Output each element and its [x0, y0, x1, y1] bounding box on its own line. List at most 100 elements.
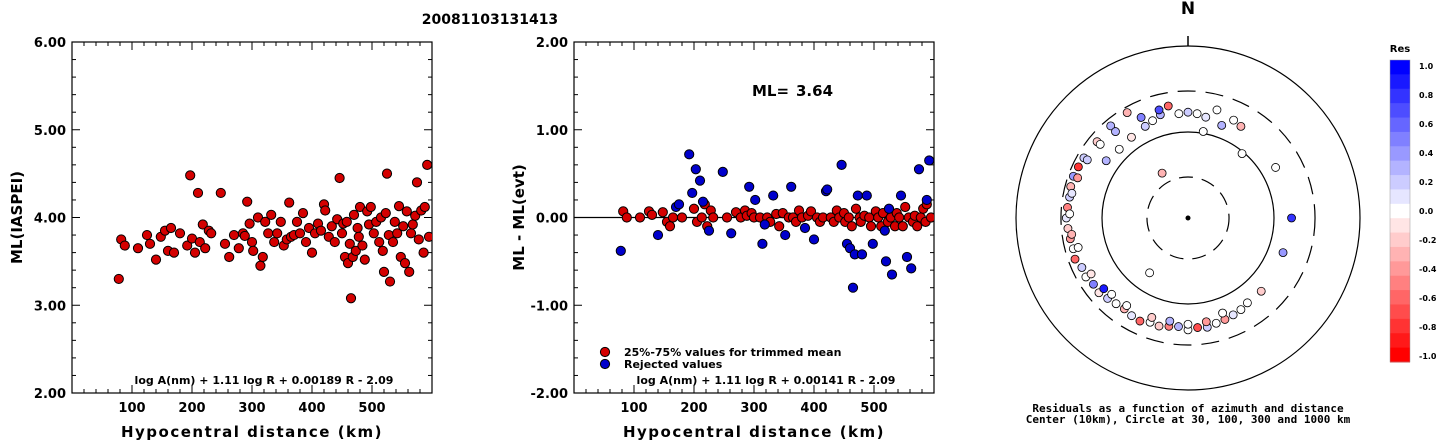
data-point	[688, 203, 700, 214]
colorbar-cell	[1390, 175, 1410, 190]
colorbar-cell	[1390, 232, 1410, 248]
data-point	[401, 206, 412, 217]
data-point	[861, 190, 872, 201]
data-point	[852, 190, 863, 201]
station-point	[1163, 101, 1173, 111]
data-point	[368, 228, 379, 239]
polar-caption-1: Residuals as a function of azimuth and d…	[1032, 402, 1344, 415]
station-point	[1192, 109, 1202, 119]
colorbar-cell	[1390, 318, 1410, 334]
colorbar-title: Res	[1390, 44, 1410, 55]
data-point	[895, 190, 907, 201]
y-axis-label: ML - ML(evt)	[510, 164, 528, 270]
ml-value: 3.64	[796, 82, 833, 100]
colorbar-cell	[1390, 275, 1410, 291]
station-point	[1201, 317, 1211, 327]
data-point	[696, 212, 707, 223]
data-point	[374, 236, 385, 248]
station-point	[1198, 127, 1208, 136]
data-point	[113, 273, 124, 285]
data-point	[418, 247, 429, 258]
x-tick-label: 100	[620, 401, 647, 416]
data-point	[621, 212, 632, 223]
station-point	[1183, 319, 1193, 329]
station-point	[1073, 243, 1083, 252]
scatter-panel-1: 2.00 3.00 4.00 5.00 6.00 100 200 300 400 500 Hypoc…	[8, 36, 433, 441]
data-point	[703, 225, 715, 236]
y-tick-label: 2.00	[34, 387, 66, 402]
data-point	[350, 245, 361, 256]
y-tick-label: 2.00	[536, 36, 568, 51]
station-point	[1077, 263, 1087, 272]
station-point	[1106, 121, 1116, 131]
station-point	[1122, 108, 1132, 118]
data-point	[676, 212, 688, 223]
data-point	[867, 238, 878, 249]
data-point	[344, 238, 355, 249]
data-point	[348, 209, 360, 220]
ring-300km	[1060, 90, 1316, 346]
station-point	[1067, 188, 1077, 198]
data-point	[378, 266, 390, 278]
y-tick-label: 0.00	[536, 212, 568, 227]
data-point	[799, 222, 811, 234]
x-axis-label: Hypocentral distance (km)	[623, 423, 885, 441]
x-tick-label: 400	[298, 401, 325, 416]
station-point	[1212, 105, 1222, 115]
ring-100km	[1101, 131, 1275, 305]
station-point	[1236, 305, 1246, 315]
points-group	[113, 159, 432, 304]
station-point	[1099, 284, 1109, 294]
colorbar-cell	[1390, 203, 1410, 219]
points-group	[615, 149, 934, 293]
station-point	[1287, 213, 1296, 223]
station-point	[1135, 316, 1145, 326]
colorbar-tick-label: -1.0	[1419, 352, 1437, 361]
data-point	[242, 196, 253, 207]
data-point	[900, 201, 911, 213]
station-point	[1193, 323, 1202, 332]
data-point	[808, 234, 820, 245]
colorbar: Res 1.0 0.8 0.6 0.4 0.2 0.0 -0.2 -0.4 -0.6 -0.8 -1.…	[1389, 44, 1437, 363]
data-point	[255, 260, 266, 271]
data-point	[422, 159, 432, 170]
data-point	[664, 221, 676, 232]
data-point	[381, 168, 393, 179]
data-point	[856, 249, 868, 260]
data-point	[275, 216, 286, 227]
y-tick-label: 3.00	[34, 299, 66, 314]
station-point	[1157, 168, 1167, 178]
data-point	[836, 159, 847, 170]
data-point	[189, 247, 201, 258]
data-point	[315, 225, 327, 236]
data-point	[257, 251, 268, 263]
data-point	[913, 164, 925, 175]
data-point	[244, 218, 255, 229]
data-point	[419, 201, 430, 213]
data-point	[263, 228, 274, 239]
data-point	[673, 199, 685, 210]
data-point	[690, 164, 701, 175]
chart-title: 20081103131413	[422, 12, 558, 28]
station-point	[1271, 163, 1280, 172]
colorbar-tick-label: 0.2	[1419, 178, 1433, 187]
x-tick-label: 200	[680, 401, 707, 416]
colorbar-cell	[1390, 88, 1410, 104]
data-point	[269, 236, 280, 248]
x-axis-label: Hypocentral distance (km)	[121, 423, 383, 441]
data-point	[334, 172, 345, 184]
data-point	[726, 228, 737, 239]
x-tick-label: 500	[860, 401, 887, 416]
data-point	[805, 206, 817, 217]
station-point	[1242, 298, 1252, 308]
station-point	[1201, 112, 1211, 122]
colorbar-cell	[1390, 103, 1410, 119]
data-point	[759, 219, 770, 230]
station-point	[1165, 316, 1175, 326]
colorbar-tick-label: -0.8	[1419, 323, 1437, 332]
x-tick-label: 100	[118, 401, 145, 416]
station-point	[1107, 289, 1117, 299]
legend-marker	[599, 346, 611, 358]
data-point	[897, 221, 908, 232]
data-point	[667, 212, 679, 223]
